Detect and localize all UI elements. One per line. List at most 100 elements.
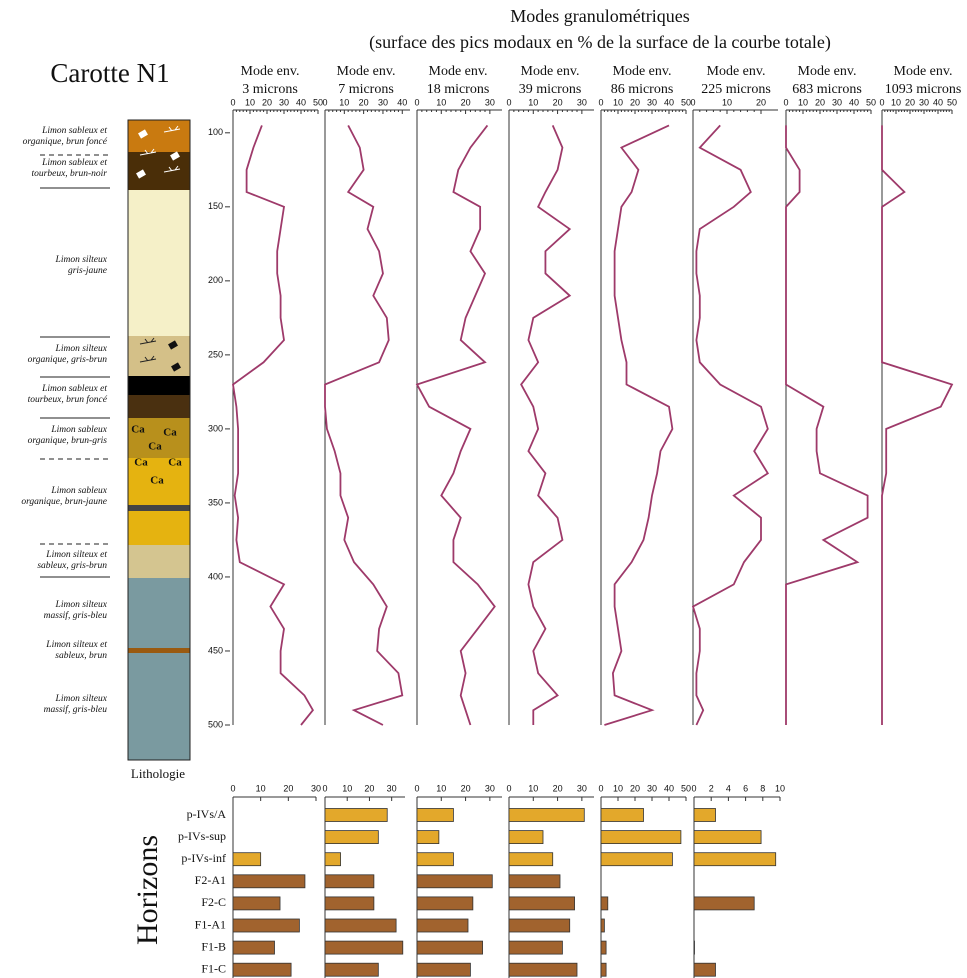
x-tick-label: 6 [743, 783, 748, 793]
x-tick-label: 30 [647, 783, 657, 793]
profile-line [785, 125, 869, 725]
x-tick-label: 0 [598, 97, 603, 107]
panel-label: Mode env. [521, 64, 580, 79]
x-tick-label: 50 [681, 97, 691, 107]
bar [600, 940, 607, 955]
x-tick-label: 10 [436, 97, 446, 107]
x-tick-label: 4 [726, 783, 731, 793]
x-tick-label: 0 [879, 97, 884, 107]
layer-label: organique, gris-brun [28, 355, 108, 365]
bar [600, 830, 682, 844]
symbol: Ca [163, 427, 177, 439]
x-tick-label: 0 [230, 783, 235, 793]
x-tick-label: 10 [339, 97, 349, 107]
title: Modes granulométriques [510, 6, 689, 26]
bar [693, 940, 695, 955]
x-tick-label: 0 [691, 783, 696, 793]
layer-label: organique, brun foncé [23, 136, 108, 147]
depth-label: 150 [208, 201, 223, 211]
layer-label: tourbeux, brun-noir [32, 169, 108, 179]
x-tick-label: 2 [709, 783, 714, 793]
x-tick-label: 20 [461, 783, 471, 793]
layer-label: Limon silteux [55, 600, 108, 610]
subtitle: (surface des pics modaux en % de la surf… [369, 32, 831, 53]
x-tick-label: 20 [553, 97, 563, 107]
category-label: p-IVs/A [187, 807, 227, 821]
horizons-label: Horizons [131, 835, 164, 945]
x-tick-label: 30 [832, 97, 842, 107]
category-label: F2-A1 [195, 873, 226, 887]
lithology-frame [127, 119, 191, 761]
category-label: F1-A1 [195, 917, 226, 931]
x-tick-label: 20 [756, 97, 766, 107]
symbol: Ca [150, 475, 164, 487]
x-tick-label: 10 [613, 97, 623, 107]
lithology-layer [128, 120, 190, 152]
lithology-layer [128, 511, 190, 545]
x-tick-label: 30 [311, 783, 321, 793]
x-tick-label: 0 [506, 783, 511, 793]
bar [600, 962, 607, 977]
x-tick-label: 30 [279, 97, 289, 107]
panel-label: Mode env. [798, 64, 857, 79]
clast [171, 362, 181, 372]
x-tick-label: 10 [798, 97, 808, 107]
x-tick-label: 8 [760, 783, 765, 793]
lithology-label: Lithologie [131, 766, 185, 781]
x-tick-label: 40 [849, 97, 859, 107]
bar [416, 918, 469, 933]
x-tick-label: 20 [630, 97, 640, 107]
bar [693, 830, 762, 844]
layer-label: Limon silteux et [45, 640, 107, 650]
bar [416, 940, 483, 955]
layer-label: massif, gris-bleu [44, 704, 108, 715]
bar [693, 896, 755, 911]
layer-label: Limon sableux et [41, 384, 107, 394]
lithology-layer [128, 578, 190, 648]
x-tick-label: 30 [577, 97, 587, 107]
lithology-layer [128, 505, 190, 511]
category-label: F1-C [201, 961, 226, 975]
panel-name: 225 microns [701, 82, 771, 97]
depth-label: 200 [208, 275, 223, 285]
layer-label: Limon sableux [50, 486, 107, 496]
layer-label: Limon silteux [55, 255, 108, 265]
x-tick-label: 10 [436, 783, 446, 793]
x-tick-label: 50 [947, 97, 957, 107]
x-tick-label: 20 [283, 783, 293, 793]
depth-label: 400 [208, 571, 223, 581]
x-tick-label: 10 [613, 783, 623, 793]
x-tick-label: 30 [485, 97, 495, 107]
bar [324, 918, 397, 933]
depth-label: 450 [208, 645, 223, 655]
clast [136, 169, 146, 179]
clast [138, 129, 148, 139]
root [139, 337, 157, 345]
lithology-layer [128, 376, 190, 395]
panel-label: Mode env. [613, 64, 672, 79]
panel-name: 683 microns [792, 82, 862, 97]
panel-name: 1093 microns [885, 82, 962, 97]
profile-line [520, 125, 572, 725]
x-tick-label: 0 [322, 97, 327, 107]
depth-label: 300 [208, 423, 223, 433]
lithology-layer [128, 336, 190, 376]
x-tick-label: 20 [461, 97, 471, 107]
lithology-layer [128, 395, 190, 418]
category-label: p-IVs-inf [181, 851, 226, 865]
clast [170, 151, 180, 161]
x-tick-label: 10 [775, 783, 785, 793]
lithology-layer [128, 418, 190, 458]
bar [324, 830, 379, 844]
layer-label: sableux, gris-brun [37, 561, 107, 571]
bar [508, 962, 578, 977]
bar [508, 852, 554, 867]
bar [416, 830, 440, 844]
category-label: F2-C [201, 895, 226, 909]
layer-label: organique, brun-gris [28, 436, 108, 446]
panel-label: Mode env. [337, 64, 396, 79]
lithology-layer [128, 648, 190, 653]
panel-name: 3 microns [242, 82, 298, 97]
depth-label: 350 [208, 497, 223, 507]
x-tick-label: 50 [681, 783, 691, 793]
